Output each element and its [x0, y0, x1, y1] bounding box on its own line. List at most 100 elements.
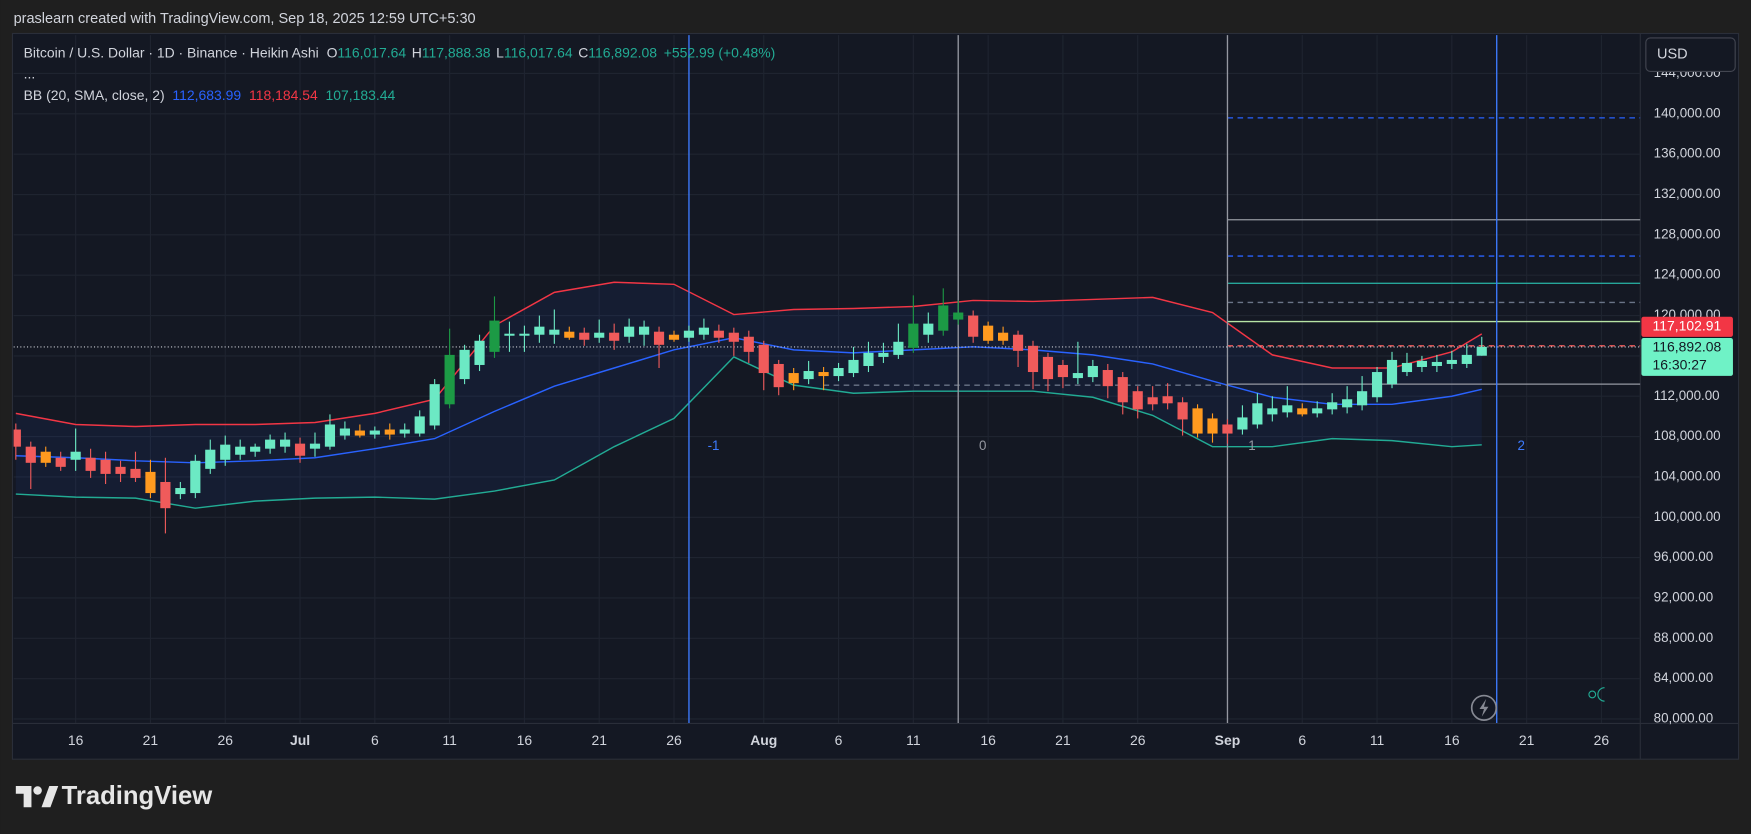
time-zone-label: 2 [1518, 438, 1525, 453]
candle-body [1102, 370, 1113, 387]
x-tick-label: 16 [1444, 732, 1460, 748]
candle-body [429, 384, 440, 426]
candle-body [1027, 345, 1039, 373]
brand-name: TradingView [62, 782, 213, 810]
candle-body [833, 368, 844, 377]
x-tick-label: 6 [371, 732, 379, 748]
candle-body [489, 320, 500, 352]
x-tick-label: 6 [1298, 732, 1306, 748]
indicator-value: 112,683.99 [172, 87, 241, 103]
price-label [1641, 316, 1733, 337]
candle-body [1192, 408, 1203, 434]
candle-body [1267, 408, 1278, 415]
candle-body [1371, 372, 1383, 398]
price-countdown: 16:30:27 [1653, 357, 1708, 373]
candle-body [1446, 359, 1457, 364]
candle-body [235, 446, 246, 455]
candle-body [728, 332, 739, 342]
candle-body [309, 443, 321, 449]
candle-body [444, 354, 455, 405]
x-tick-label: 26 [1594, 732, 1610, 748]
indicator-legend: BB (20, SMA, close, 2) 112,683.99 118,184.… [24, 87, 396, 103]
brand-logo-slash [41, 785, 59, 808]
candle-body [294, 443, 306, 456]
candle-body [1386, 359, 1398, 385]
candle-body [175, 488, 186, 495]
x-tick-label: 21 [591, 732, 607, 748]
attribution: praslearn created with TradingView.com, … [14, 11, 476, 27]
candle-body [1282, 405, 1293, 413]
candle-body [384, 429, 395, 435]
candle-body [85, 457, 96, 471]
candle-body [1357, 391, 1368, 406]
candle-body [1312, 408, 1323, 414]
y-tick-label: 128,000.00 [1654, 226, 1721, 241]
legend-field-value: 117,888.38 [422, 44, 491, 60]
candle-body [100, 459, 111, 474]
x-tick-label: 26 [217, 732, 233, 748]
candle-body [1416, 360, 1428, 367]
replay-icon-bolt [1479, 698, 1489, 717]
time-zone-label: 0 [979, 438, 986, 453]
currency-label[interactable]: USD [1657, 47, 1688, 63]
x-tick-label: 16 [517, 732, 533, 748]
candle-body [160, 481, 171, 509]
candle-body [683, 330, 695, 338]
y-tick-label: 104,000.00 [1654, 468, 1721, 483]
candle-body [40, 451, 51, 463]
y-tick-label: 84,000.00 [1654, 670, 1714, 685]
x-tick-label: 26 [666, 732, 682, 748]
candle-body [190, 460, 201, 494]
candle-body [1087, 365, 1098, 378]
x-tick-label: 16 [68, 732, 84, 748]
candle-body [1132, 391, 1143, 410]
candle-body [369, 430, 380, 435]
y-tick-label: 100,000.00 [1654, 509, 1721, 524]
candle-body [1342, 399, 1353, 408]
candle-body [1072, 373, 1083, 379]
replay-icon[interactable] [1470, 694, 1498, 721]
candle-body [624, 326, 635, 337]
candle-body [324, 424, 336, 447]
candle-body [579, 332, 590, 340]
candle-body [1476, 346, 1487, 356]
indicator-title: BB (20, SMA, close, 2) [24, 87, 165, 103]
candle-body [818, 372, 829, 377]
legend-title: Bitcoin / U.S. Dollar · 1D · Binance · H… [24, 44, 319, 60]
candle-body [115, 466, 126, 474]
candle-body [519, 333, 530, 336]
price-label [1641, 337, 1733, 376]
candle-body [459, 349, 470, 380]
x-tick-label: Sep [1215, 732, 1241, 748]
candle-body [354, 430, 365, 436]
currency-button[interactable] [1645, 37, 1736, 73]
candle-body [609, 332, 620, 341]
x-tick-label: 21 [143, 732, 159, 748]
candle-body [953, 312, 964, 320]
candle-body [1297, 408, 1308, 415]
x-tick-label: 21 [1055, 732, 1071, 748]
candle-body [638, 326, 650, 335]
y-tick-label: 88,000.00 [1654, 630, 1714, 645]
y-tick-label: 92,000.00 [1654, 589, 1714, 604]
candle-body [220, 444, 231, 460]
theme-icon[interactable] [1588, 690, 1597, 699]
x-tick-label: 26 [1130, 732, 1146, 748]
legend: Bitcoin / U.S. Dollar · 1D · Binance · H… [24, 44, 776, 60]
candle-body [534, 326, 545, 335]
candle-body [1252, 403, 1263, 425]
legend-more[interactable]: ... [24, 65, 36, 81]
candle-body [668, 334, 680, 340]
candle-body [414, 416, 425, 434]
candle-body [1012, 334, 1024, 351]
y-tick-label: 80,000.00 [1654, 711, 1714, 726]
plot: -1 0 1 2 [13, 35, 1641, 724]
brand-logo [15, 785, 32, 808]
candle-body [1431, 361, 1442, 366]
candle-body [908, 323, 919, 348]
candle-body [594, 332, 605, 338]
x-tick-label: 11 [1370, 732, 1385, 748]
candle-body [1117, 377, 1128, 403]
